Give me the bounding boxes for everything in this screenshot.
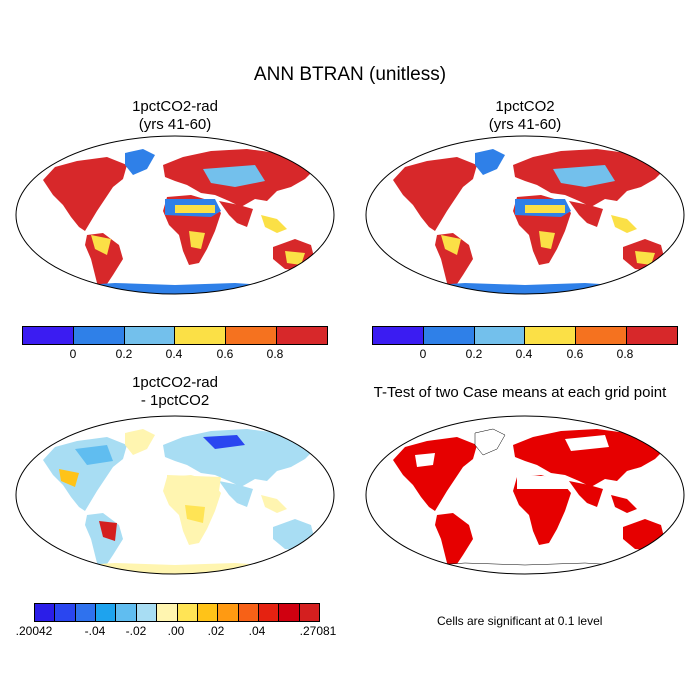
colorbar-diff-label-5: .02 — [207, 624, 225, 638]
colorbar-ctrl-label-1: 0 — [419, 347, 427, 361]
colorbar-rad-cell-2 — [73, 327, 125, 344]
colorbar-ctrl-cell-1 — [373, 327, 424, 344]
panel-title-ctrl: 1pctCO2 (yrs 41-60) — [375, 98, 675, 134]
colorbar-ctrl-cell-6 — [627, 327, 677, 344]
map-1pctco2 — [365, 135, 685, 295]
colorbar-diff-cell-11 — [238, 604, 259, 621]
colorbar-rad-cell-3 — [124, 327, 176, 344]
panel-title-ctrl-line2: (yrs 41-60) — [488, 116, 562, 133]
colorbar-diff-cell-8 — [177, 604, 198, 621]
colorbar-diff-cell-10 — [218, 604, 239, 621]
colorbar-rad-cell-1 — [23, 327, 74, 344]
colorbar-diff-label-7: .27081 — [299, 624, 337, 638]
colorbar-rad-cell-6 — [277, 327, 327, 344]
ttest-note: Cells are significant at 0.1 level — [437, 614, 603, 628]
colorbar-diff-cell-7 — [157, 604, 178, 621]
colorbar-diff-cell-9 — [197, 604, 219, 621]
panel-title-ctrl-line1: 1pctCO2 — [495, 98, 555, 115]
colorbar-diff-cell-4 — [96, 604, 117, 621]
colorbar-ctrl-label-4: 0.6 — [566, 347, 584, 361]
colorbar-diff-label-2: -.04 — [84, 624, 106, 638]
colorbar-diff-cell-5 — [116, 604, 137, 621]
colorbar-rad-label-5: 0.8 — [266, 347, 284, 361]
colorbar-ctrl — [372, 326, 678, 345]
panel-title-diff: 1pctCO2-rad - 1pctCO2 — [25, 374, 325, 410]
map-difference — [15, 415, 335, 575]
panel-title-diff-line2: - 1pctCO2 — [140, 392, 210, 409]
colorbar-diff-label-3: -.02 — [125, 624, 147, 638]
panel-title-ttest-line1: T-Test of two Case means at each grid po… — [373, 384, 667, 401]
colorbar-diff — [34, 603, 320, 622]
colorbar-rad-label-4: 0.6 — [216, 347, 234, 361]
panel-title-ttest: T-Test of two Case means at each grid po… — [345, 384, 695, 402]
colorbar-diff-label-4: .00 — [167, 624, 185, 638]
colorbar-diff-cell-2 — [55, 604, 76, 621]
colorbar-ctrl-label-5: 0.8 — [616, 347, 634, 361]
colorbar-rad-cell-5 — [226, 327, 278, 344]
panel-title-diff-line1: 1pctCO2-rad — [132, 374, 218, 391]
colorbar-diff-cell-13 — [279, 604, 300, 621]
colorbar-diff-label-1: .20042 — [15, 624, 53, 638]
panel-title-rad: 1pctCO2-rad (yrs 41-60) — [25, 98, 325, 134]
colorbar-diff-cell-3 — [75, 604, 97, 621]
figure-title: ANN BTRAN (unitless) — [253, 64, 447, 85]
colorbar-ctrl-cell-4 — [525, 327, 577, 344]
panel-title-rad-line1: 1pctCO2-rad — [132, 98, 218, 115]
map-ttest — [365, 415, 685, 575]
colorbar-rad-label-2: 0.2 — [115, 347, 133, 361]
colorbar-rad-cell-4 — [175, 327, 227, 344]
colorbar-ctrl-label-3: 0.4 — [515, 347, 533, 361]
map-1pctco2-rad — [15, 135, 335, 295]
colorbar-rad — [22, 326, 328, 345]
colorbar-diff-cell-1 — [35, 604, 56, 621]
colorbar-ctrl-label-2: 0.2 — [465, 347, 483, 361]
colorbar-ctrl-cell-2 — [423, 327, 475, 344]
colorbar-rad-label-3: 0.4 — [165, 347, 183, 361]
colorbar-diff-cell-14 — [299, 604, 320, 621]
colorbar-diff-cell-12 — [258, 604, 280, 621]
colorbar-rad-label-1: 0 — [69, 347, 77, 361]
panel-title-rad-line2: (yrs 41-60) — [138, 116, 212, 133]
colorbar-ctrl-cell-3 — [474, 327, 526, 344]
colorbar-diff-label-6: .04 — [248, 624, 266, 638]
colorbar-diff-cell-6 — [136, 604, 158, 621]
colorbar-ctrl-cell-5 — [576, 327, 628, 344]
